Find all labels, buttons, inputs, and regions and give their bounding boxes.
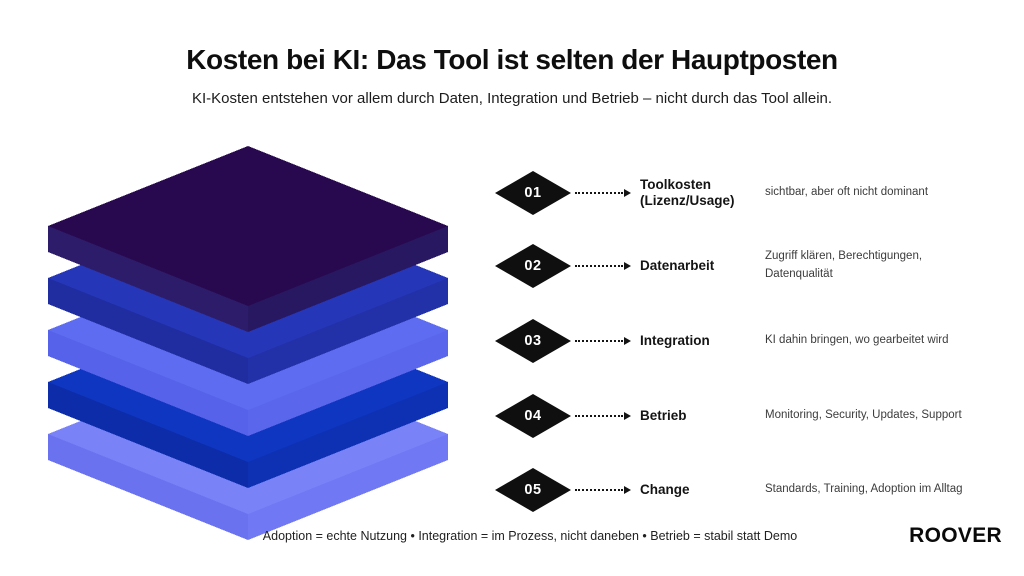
step-description: Zugriff klären, Berechtigungen, Datenqua… <box>765 250 923 280</box>
step-label: Change <box>640 481 690 497</box>
stack-layer2-left-face <box>48 278 248 384</box>
brand-logo: ROOVER <box>909 524 1002 547</box>
step-number: 04 <box>524 408 542 424</box>
page-subtitle: KI-Kosten entstehen vor allem durch Date… <box>191 90 833 107</box>
list-item-4: 04 Betrieb Monitoring, Security, Updates… <box>495 394 1000 438</box>
stack-layer1-right-face <box>248 226 448 332</box>
step-label: Integration <box>640 332 710 348</box>
step-badge-3: 03 <box>495 319 571 363</box>
list-item-2: 02 Datenarbeit Zugriff klären, Berechtig… <box>495 244 1000 288</box>
step-label: Toolkosten (Lizenz/Usage) <box>640 176 735 208</box>
list-item-5: 05 Change Standards, Training, Adoption … <box>495 468 1000 512</box>
dotted-connector <box>575 340 623 342</box>
footnote: Adoption = echte Nutzung • Integration =… <box>262 529 798 543</box>
arrowhead-icon <box>624 189 631 197</box>
step-badge-1: 01 <box>495 171 571 215</box>
step-number: 01 <box>524 185 542 201</box>
diamond-icon <box>495 319 571 363</box>
diamond-icon <box>495 468 571 512</box>
stack-layer3-left-face <box>48 330 248 436</box>
stack-layer4-left-face <box>48 382 248 488</box>
stack-layer3-right-face <box>248 330 448 436</box>
stack-layer5-left-face <box>48 434 248 540</box>
step-description: Monitoring, Security, Updates, Support <box>765 409 962 422</box>
layer-stack-illustration <box>48 146 448 540</box>
list-item-3: 03 Integration KI dahin bringen, wo gear… <box>495 319 1000 363</box>
diamond-icon <box>495 244 571 288</box>
list-item-1: 01 Toolkosten (Lizenz/Usage) sichtbar, a… <box>495 171 1000 215</box>
diamond-icon <box>495 171 571 215</box>
stack-layer1-left-face <box>48 226 248 332</box>
dotted-connector <box>575 489 623 491</box>
stack-layer4-right-face <box>248 382 448 488</box>
dotted-connector <box>575 265 623 267</box>
step-number: 03 <box>524 333 542 349</box>
stack-layer5-right-face <box>248 434 448 540</box>
step-badge-4: 04 <box>495 394 571 438</box>
dotted-connector <box>575 415 623 417</box>
step-badge-5: 05 <box>495 468 571 512</box>
stack-layer2-right-face <box>248 278 448 384</box>
page-title: Kosten bei KI: Das Tool ist selten der H… <box>186 44 838 75</box>
arrowhead-icon <box>624 412 631 420</box>
arrowhead-icon <box>624 262 631 270</box>
step-label: Betrieb <box>640 407 687 423</box>
step-description: sichtbar, aber oft nicht dominant <box>765 186 929 199</box>
step-number: 05 <box>524 482 542 498</box>
step-description: KI dahin bringen, wo gearbeitet wird <box>765 334 949 347</box>
stack-layer1-top-face <box>48 146 448 306</box>
step-number: 02 <box>524 258 542 274</box>
step-label: Datenarbeit <box>640 257 715 273</box>
arrowhead-icon <box>624 337 631 345</box>
arrowhead-icon <box>624 486 631 494</box>
dotted-connector <box>575 192 623 194</box>
step-badge-2: 02 <box>495 244 571 288</box>
step-description: Standards, Training, Adoption im Alltag <box>765 483 963 496</box>
diamond-icon <box>495 394 571 438</box>
